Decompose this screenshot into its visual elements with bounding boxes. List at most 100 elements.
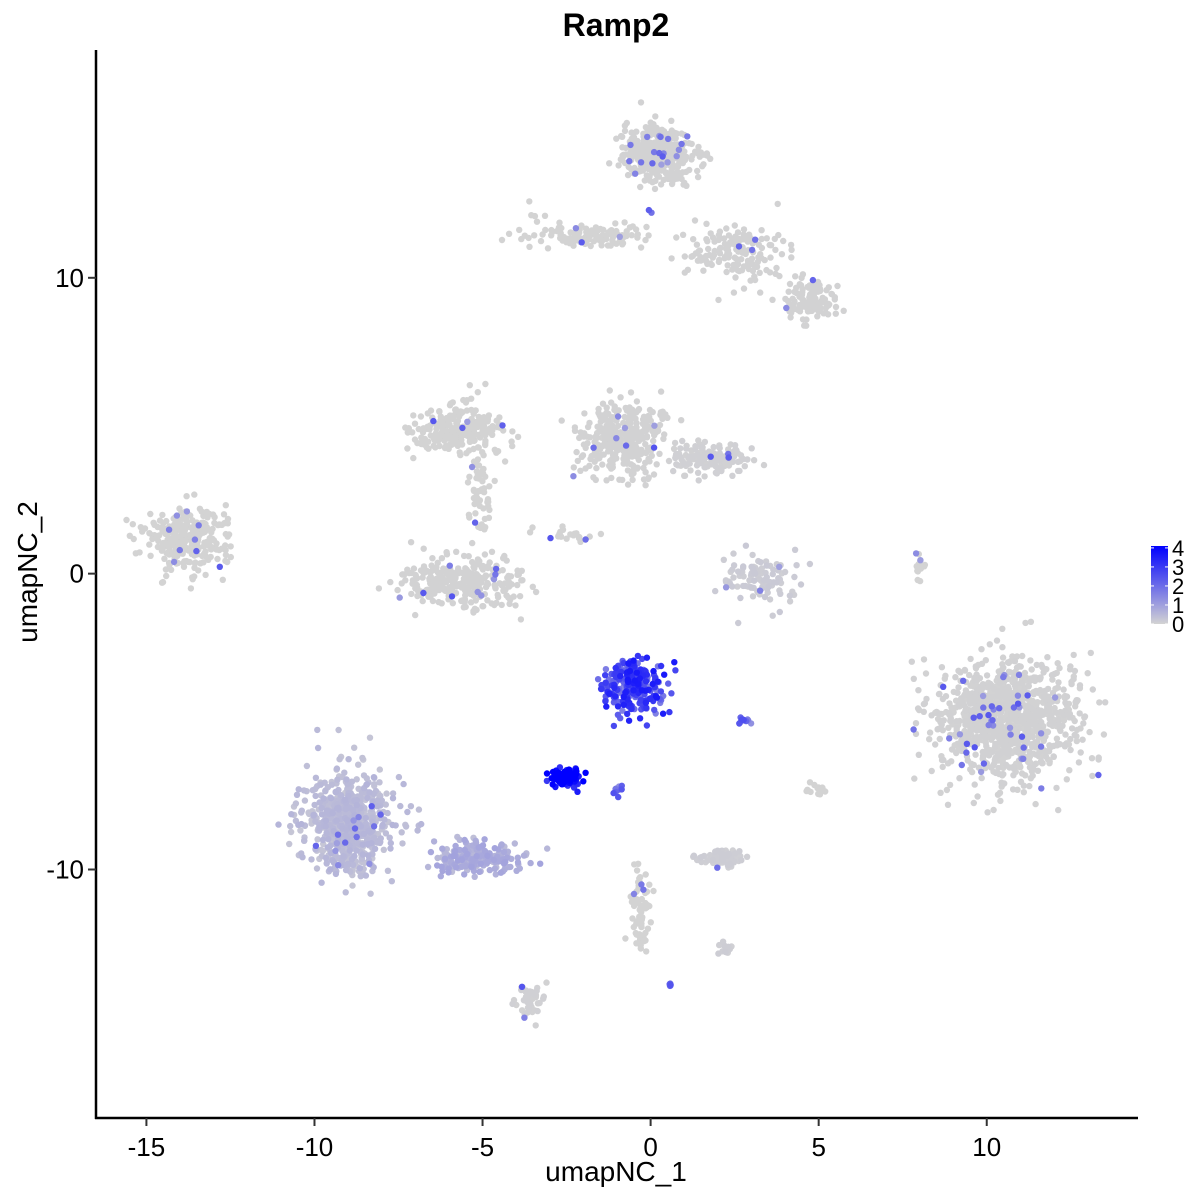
data-point [329,810,336,817]
data-point [923,695,930,703]
data-point [328,781,336,788]
data-point [770,579,777,586]
data-point [948,758,955,765]
data-point [996,705,1003,712]
data-point [999,644,1006,651]
data-point [1001,780,1008,787]
data-point [513,867,520,874]
data-point [703,220,710,227]
data-point [1030,713,1037,721]
data-point [484,415,492,423]
data-point [806,301,814,308]
data-point [814,288,821,295]
data-point [628,232,635,239]
data-point [632,451,639,458]
data-point [1027,732,1034,739]
data-point [634,918,641,925]
data-point [376,839,384,847]
data-point [761,593,769,601]
data-point [322,854,330,862]
data-point [1012,716,1019,723]
data-point [375,585,383,592]
data-point [614,413,622,420]
data-point [497,869,505,876]
data-point [709,252,716,259]
data-point [364,794,371,802]
data-point [386,834,393,841]
data-point [683,445,690,452]
data-point [458,569,465,576]
data-point [335,862,342,869]
data-point [760,577,768,584]
data-point [1059,722,1066,729]
data-point [147,510,154,518]
data-point [656,450,663,457]
data-point [364,840,372,848]
data-point [1052,709,1060,716]
data-point [602,698,609,705]
data-point [221,520,228,527]
data-point [498,236,506,244]
data-point [915,687,922,694]
data-point [1068,678,1075,686]
data-point [657,411,664,418]
data-point [803,316,810,323]
data-point [613,135,620,142]
data-point [380,846,387,853]
data-point [474,588,481,596]
data-point [485,514,493,521]
data-point [786,280,794,288]
data-point [651,422,658,429]
data-point [767,242,775,249]
data-point [798,274,805,281]
data-point [459,597,466,604]
data-point [796,293,803,300]
data-point [449,600,456,607]
data-point [514,567,521,574]
data-point [637,99,645,106]
data-point [415,806,423,813]
data-point [1079,736,1086,743]
data-point [793,562,800,569]
data-point [188,542,196,549]
data-point [298,807,305,814]
data-point [472,510,479,517]
data-point [698,444,705,451]
data-point [978,774,985,782]
data-point [147,552,154,559]
data-point [972,696,979,704]
data-point [1038,718,1045,726]
data-point [791,298,798,305]
data-point [476,868,483,875]
data-point [624,467,632,474]
data-point [191,564,198,571]
data-point [533,218,541,225]
data-point [634,140,641,148]
data-point [1040,669,1047,676]
data-point [787,314,794,321]
data-point [613,435,620,442]
data-point [225,531,233,538]
data-point [622,144,629,152]
data-point [686,460,693,467]
data-point [721,942,729,950]
data-point [623,228,630,235]
data-point [1068,725,1076,732]
data-point [351,744,358,751]
data-point [715,231,723,239]
data-point [694,469,702,476]
data-point [466,382,473,389]
data-point [667,981,674,988]
data-point [765,583,772,590]
data-point [475,444,482,451]
data-point [537,237,545,245]
data-point [809,276,817,284]
data-point [763,235,770,242]
data-point [926,736,933,743]
data-point [412,611,419,619]
data-point [482,437,489,444]
data-point [608,474,615,482]
data-point [353,801,360,809]
data-point [668,690,675,697]
data-point [743,853,751,860]
